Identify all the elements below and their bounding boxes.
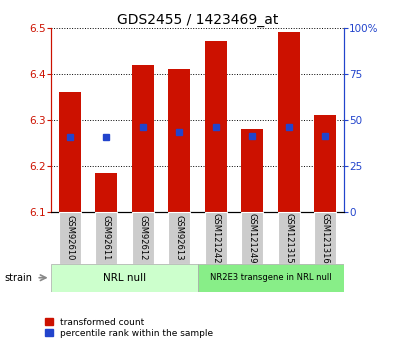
Text: NRL null: NRL null bbox=[103, 273, 146, 283]
Bar bbox=[278, 32, 300, 212]
Bar bbox=[95, 173, 117, 212]
Legend: transformed count, percentile rank within the sample: transformed count, percentile rank withi… bbox=[44, 317, 214, 339]
Text: GSM92612: GSM92612 bbox=[138, 215, 147, 261]
Bar bbox=[205, 41, 227, 212]
Title: GDS2455 / 1423469_at: GDS2455 / 1423469_at bbox=[117, 12, 278, 27]
FancyBboxPatch shape bbox=[241, 212, 263, 264]
FancyBboxPatch shape bbox=[132, 212, 154, 264]
Text: NR2E3 transgene in NRL null: NR2E3 transgene in NRL null bbox=[210, 273, 331, 282]
FancyBboxPatch shape bbox=[95, 212, 117, 264]
FancyBboxPatch shape bbox=[51, 264, 198, 292]
FancyBboxPatch shape bbox=[198, 264, 344, 292]
FancyBboxPatch shape bbox=[314, 212, 336, 264]
Text: GSM121315: GSM121315 bbox=[284, 213, 293, 263]
Text: GSM121242: GSM121242 bbox=[211, 213, 220, 263]
Bar bbox=[168, 69, 190, 212]
Text: GSM92611: GSM92611 bbox=[102, 215, 111, 261]
Text: GSM121249: GSM121249 bbox=[248, 213, 257, 263]
Text: GSM92610: GSM92610 bbox=[65, 215, 74, 261]
Bar bbox=[314, 115, 336, 212]
Text: strain: strain bbox=[4, 273, 32, 283]
FancyBboxPatch shape bbox=[168, 212, 190, 264]
FancyBboxPatch shape bbox=[59, 212, 81, 264]
Text: GSM121316: GSM121316 bbox=[321, 213, 330, 264]
FancyBboxPatch shape bbox=[278, 212, 300, 264]
Bar bbox=[59, 92, 81, 212]
FancyBboxPatch shape bbox=[205, 212, 227, 264]
Bar bbox=[132, 65, 154, 212]
Bar bbox=[241, 129, 263, 212]
Text: GSM92613: GSM92613 bbox=[175, 215, 184, 261]
